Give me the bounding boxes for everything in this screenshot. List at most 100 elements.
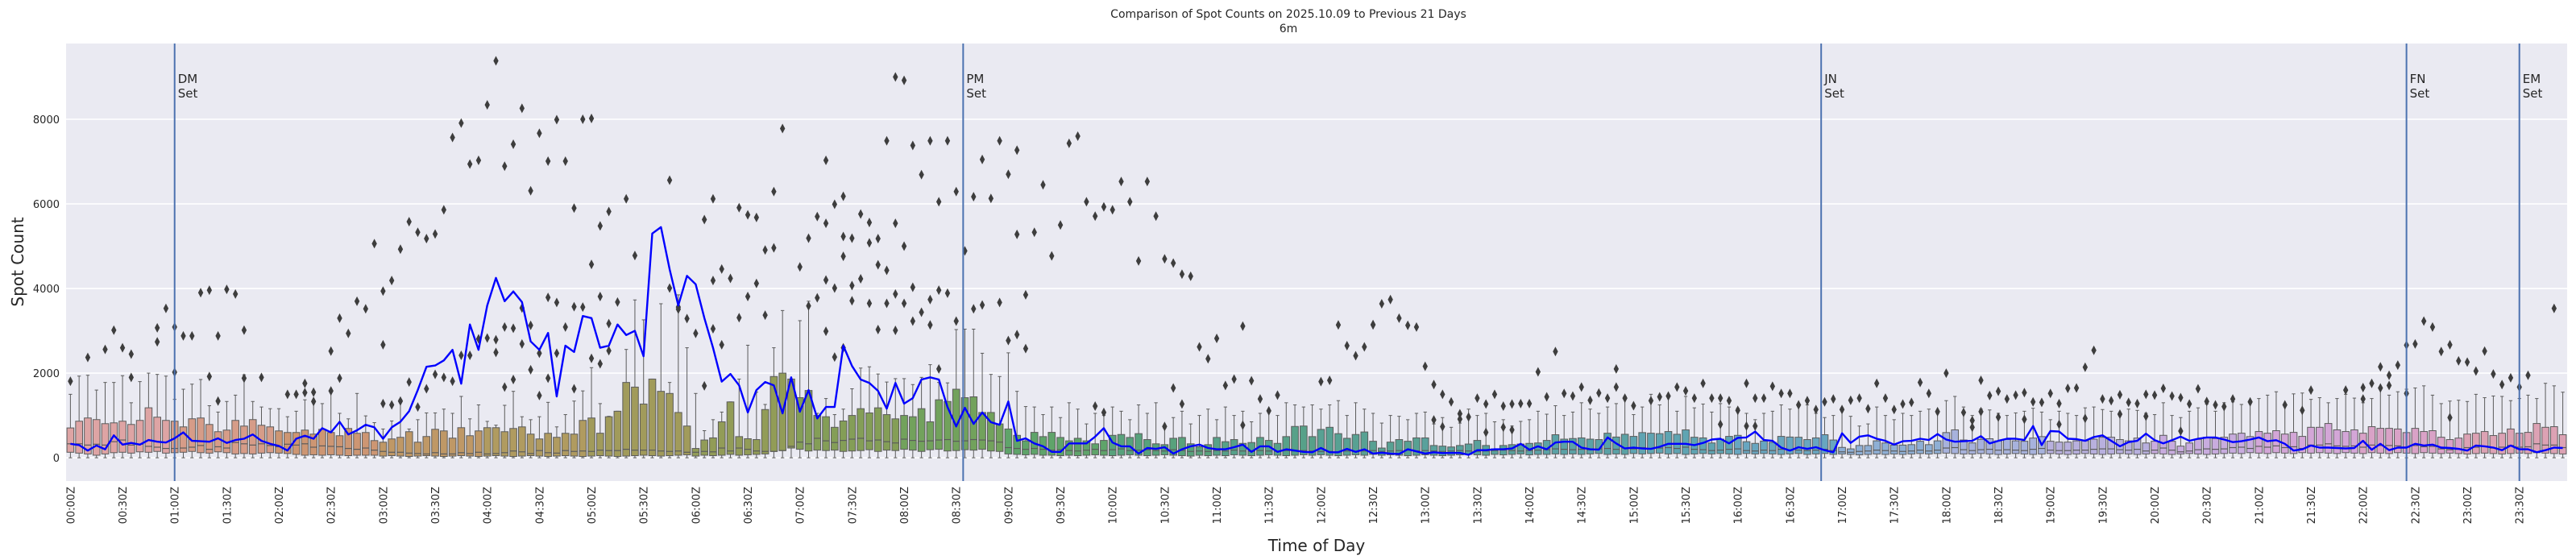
outlier-point (710, 323, 716, 334)
outlier-point (310, 396, 317, 407)
box-0 (66, 393, 75, 458)
box-99 (926, 364, 935, 458)
iqr-box (995, 423, 1004, 452)
event-label-bottom: Set (178, 86, 198, 101)
outlier-point (2134, 398, 2140, 409)
iqr-box (1560, 438, 1568, 455)
box-16 (205, 405, 214, 458)
iqr-box (2020, 441, 2029, 454)
iqr-box (1968, 442, 1977, 454)
x-tick-label: 19:00Z (2046, 487, 2058, 524)
box-92 (865, 366, 873, 458)
outlier-point (1475, 393, 1480, 404)
box-108 (1004, 352, 1013, 458)
outlier-point (1960, 407, 1967, 417)
iqr-box (1960, 439, 1968, 454)
outlier-point (1726, 396, 1732, 406)
iqr-box (2089, 438, 2098, 454)
iqr-box (353, 433, 361, 456)
outlier-point (2456, 355, 2462, 366)
iqr-box (1864, 445, 1873, 455)
event-label-bottom: Set (2523, 86, 2543, 101)
box-54 (535, 416, 544, 458)
iqr-box (2011, 440, 2020, 454)
box-64 (622, 349, 630, 458)
iqr-box (717, 421, 726, 456)
outlier-point (762, 245, 768, 255)
outlier-point (1266, 405, 1271, 416)
iqr-box (2289, 432, 2298, 454)
outlier-point (935, 363, 942, 374)
outlier-point (1882, 393, 1889, 404)
box-280 (2498, 396, 2506, 458)
x-tick-label: 21:30Z (2306, 487, 2318, 524)
box-216 (1942, 400, 1951, 458)
box-7 (127, 402, 135, 458)
iqr-box (1916, 441, 1924, 454)
iqr-box (326, 432, 335, 455)
x-tick-label: 07:00Z (795, 487, 807, 524)
outlier-point (293, 389, 299, 400)
outlier-point (1014, 229, 1020, 239)
box-211 (1898, 413, 1907, 458)
outlier-point (1813, 404, 1819, 415)
iqr-box (926, 421, 935, 450)
x-tick-label: 11:00Z (1212, 487, 1224, 524)
outlier-point (528, 320, 533, 330)
iqr-box (1664, 431, 1673, 454)
outlier-point (693, 328, 699, 338)
iqr-box (544, 433, 552, 458)
outlier-point (519, 338, 525, 349)
iqr-box (1933, 440, 1942, 454)
box-78 (744, 344, 752, 458)
box-58 (570, 400, 579, 458)
iqr-box (2558, 433, 2567, 454)
outlier-point (944, 288, 951, 298)
outlier-point (2438, 346, 2444, 357)
outlier-point (554, 114, 560, 125)
box-103 (960, 328, 969, 458)
outlier-point (2525, 370, 2531, 380)
iqr-box (1421, 437, 1429, 455)
box-237 (2124, 409, 2133, 458)
outlier-point (2100, 394, 2105, 404)
outlier-point (884, 298, 890, 309)
box-259 (2316, 397, 2324, 458)
box-173 (1569, 411, 1577, 458)
outlier-point (710, 193, 716, 204)
outlier-point (537, 348, 542, 359)
box-226 (2029, 408, 2037, 458)
box-66 (639, 319, 648, 458)
iqr-box (604, 416, 613, 457)
outlier-point (1943, 368, 1949, 379)
outlier-point (1831, 394, 1836, 404)
box-93 (873, 373, 882, 458)
outlier-point (580, 302, 586, 313)
iqr-box (1733, 434, 1742, 455)
x-tick-labels: 00:00Z 00:30Z 01:00Z 01:30Z 02:00Z 02:30Z 03:0… (65, 487, 2526, 524)
iqr-box (1534, 442, 1542, 455)
x-tick-label: 10:30Z (1159, 487, 1172, 524)
outlier-point (424, 384, 429, 394)
iqr-box (188, 418, 197, 452)
box-129 (1186, 423, 1195, 458)
outlier-point (632, 251, 638, 261)
box-159 (1447, 426, 1455, 458)
iqr-box (1169, 438, 1177, 456)
iqr-box (2507, 428, 2515, 454)
box-130 (1195, 415, 1204, 458)
x-tick-label: 23:30Z (2515, 487, 2527, 524)
outlier-point (606, 318, 612, 329)
outlier-point (2030, 396, 2036, 407)
iqr-box (1342, 438, 1351, 456)
box-41 (422, 412, 431, 458)
box-40 (413, 419, 422, 458)
box-117 (1082, 423, 1091, 458)
iqr-box (700, 439, 708, 456)
outlier-point (1205, 354, 1211, 364)
outlier-point (893, 288, 898, 299)
outlier-point (1457, 409, 1463, 419)
outlier-point (857, 209, 864, 219)
box-151 (1378, 422, 1386, 458)
iqr-box (1473, 440, 1482, 455)
